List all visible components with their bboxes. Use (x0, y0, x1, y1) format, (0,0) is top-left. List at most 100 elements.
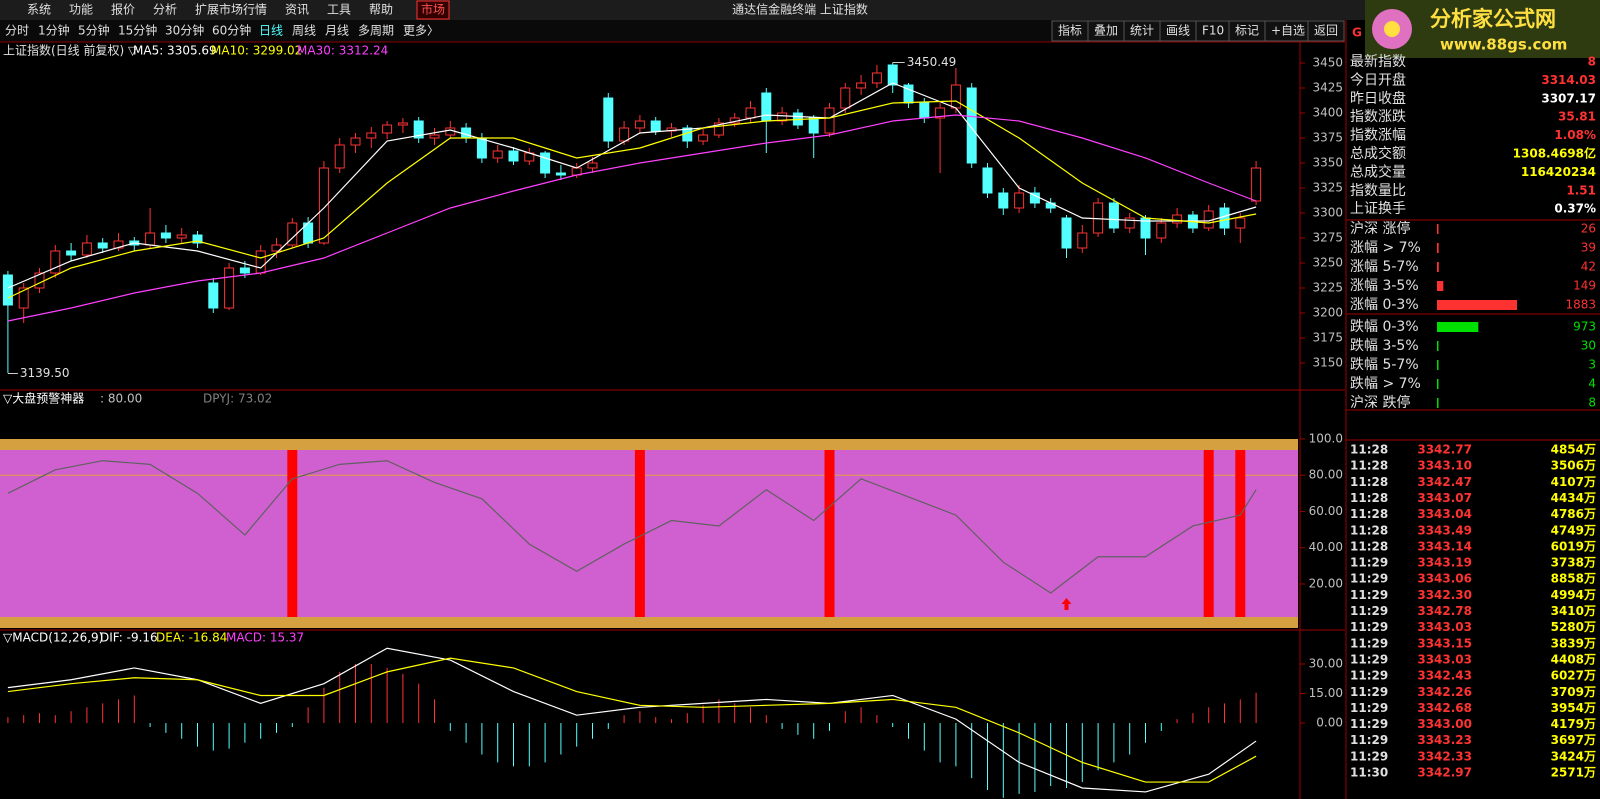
tick-time: 11:28 (1350, 491, 1388, 505)
tick-volume: 4994万 (1551, 588, 1596, 602)
y-tick-label: 40.00 (1309, 540, 1343, 554)
menu-item[interactable]: 扩展市场行情 (195, 2, 267, 17)
panel-header: ▽MACD(12,26,9) (3, 631, 103, 645)
menu-item[interactable]: 工具 (327, 3, 351, 17)
y-tick-label: 3350 (1312, 156, 1343, 170)
panel-header: 上证指数(日线 前复权) ▽ (3, 43, 138, 58)
y-tick-label: 3275 (1312, 231, 1343, 245)
y-tick-label: 3375 (1312, 131, 1343, 145)
tick-volume: 3839万 (1551, 636, 1596, 650)
candle-body (982, 167, 993, 194)
candle-body (650, 120, 661, 132)
tick-time: 11:28 (1350, 507, 1388, 521)
toolbar-button-label[interactable]: 标记 (1235, 24, 1259, 38)
candle-body (508, 150, 519, 162)
toolbar-button-label[interactable]: F10 (1202, 24, 1224, 38)
tick-price: 3342.47 (1417, 475, 1472, 489)
quote-label: 指数涨幅 (1350, 128, 1406, 144)
candle-body (160, 232, 171, 239)
low-label: 3139.50 (20, 366, 70, 380)
period-tab[interactable]: 更多〉 (403, 24, 439, 38)
breadth-bar (1437, 360, 1439, 370)
tick-price: 3342.26 (1417, 685, 1472, 699)
breadth-bar (1437, 341, 1439, 351)
period-tab[interactable]: 多周期 (358, 24, 394, 38)
panel-header: DEA: -16.84 (156, 631, 227, 645)
tick-volume: 4854万 (1551, 443, 1596, 457)
y-tick-label: 3325 (1312, 181, 1343, 195)
toolbar-button-label[interactable]: 叠加 (1094, 24, 1118, 38)
tick-time: 11:28 (1350, 475, 1388, 489)
period-tab[interactable]: 周线 (292, 24, 316, 38)
period-tab[interactable]: 1分钟 (38, 23, 70, 38)
candle-body (81, 242, 92, 256)
breadth-label: 跌幅 > 7% (1350, 376, 1421, 392)
candle-body (413, 120, 424, 139)
tick-price: 3342.78 (1417, 604, 1472, 618)
candle-body (145, 232, 156, 246)
tick-volume: 3410万 (1551, 604, 1596, 618)
tick-price: 3343.19 (1417, 556, 1472, 570)
period-tab[interactable]: 日线 (259, 24, 283, 38)
toolbar-button-label[interactable]: 指标 (1058, 23, 1082, 38)
menu-item[interactable]: 市场 (421, 2, 445, 17)
y-tick-label: 100.0 (1309, 431, 1343, 445)
menu-bar (0, 0, 1600, 20)
menu-item[interactable]: 分析 (153, 3, 177, 17)
candle-body (97, 242, 108, 249)
tick-volume: 3424万 (1551, 749, 1596, 763)
quote-value: 1.08% (1554, 128, 1596, 142)
y-tick-label: 30.00 (1309, 657, 1343, 671)
tick-price: 3343.03 (1417, 652, 1472, 666)
breadth-label: 沪深 跌停 (1350, 394, 1410, 411)
quote-label: 指数量比 (1350, 183, 1406, 199)
toolbar-button-label[interactable]: 画线 (1166, 24, 1190, 38)
period-tab[interactable]: 30分钟 (165, 23, 204, 38)
window-title: 通达信金融终端 上证指数 (732, 2, 868, 17)
menu-item[interactable]: 系统 (27, 3, 51, 17)
dif-line (7, 647, 1257, 793)
breadth-label: 涨幅 5-7% (1350, 259, 1419, 275)
breadth-label: 沪深 涨停 (1350, 220, 1410, 237)
toolbar-button-label[interactable]: 返回 (1314, 24, 1338, 38)
quote-value: 3314.03 (1541, 73, 1596, 87)
candle-body (1251, 167, 1262, 202)
candle-body (239, 267, 250, 274)
high-label: 3450.49 (907, 55, 957, 69)
tick-volume: 3709万 (1551, 685, 1596, 699)
y-tick-label: 80.00 (1309, 468, 1343, 482)
menu-item[interactable]: 功能 (69, 3, 93, 17)
breadth-value: 1883 (1565, 298, 1596, 312)
panel-header: : 80.00 (100, 392, 142, 406)
tick-time: 11:29 (1350, 556, 1388, 570)
menu-item[interactable]: 报价 (111, 2, 135, 17)
quote-label: 昨日收盘 (1350, 90, 1406, 107)
period-tab[interactable]: 5分钟 (78, 23, 110, 38)
candle-body (935, 107, 946, 119)
candle-body (1172, 214, 1183, 224)
period-tab[interactable]: 60分钟 (212, 23, 251, 38)
quote-value: 3307.17 (1541, 91, 1596, 105)
menu-item[interactable]: 帮助 (369, 3, 393, 17)
ma-line (7, 114, 1257, 322)
menu-item[interactable]: 资讯 (285, 3, 309, 17)
period-tab[interactable]: 月线 (325, 24, 349, 38)
y-tick-label: 3250 (1312, 256, 1343, 270)
tick-time: 11:29 (1350, 669, 1388, 683)
period-tab[interactable]: 分时 (5, 24, 29, 38)
breadth-label: 涨幅 > 7% (1350, 240, 1421, 256)
period-tab[interactable]: 15分钟 (118, 23, 157, 38)
breadth-value: 149 (1573, 279, 1596, 293)
quote-value: 8 (1588, 55, 1596, 69)
toolbar-button-label[interactable]: 统计 (1130, 24, 1154, 38)
tick-time: 11:28 (1350, 539, 1388, 553)
toolbar-button[interactable] (1051, 20, 1089, 42)
breadth-value: 26 (1581, 222, 1596, 236)
toolbar-button-label[interactable]: +自选 (1271, 24, 1305, 38)
breadth-value: 39 (1581, 241, 1596, 255)
tick-price: 3342.33 (1417, 749, 1472, 763)
tick-time: 11:28 (1350, 459, 1388, 473)
tick-volume: 4786万 (1551, 507, 1596, 521)
tick-time: 11:29 (1350, 636, 1388, 650)
